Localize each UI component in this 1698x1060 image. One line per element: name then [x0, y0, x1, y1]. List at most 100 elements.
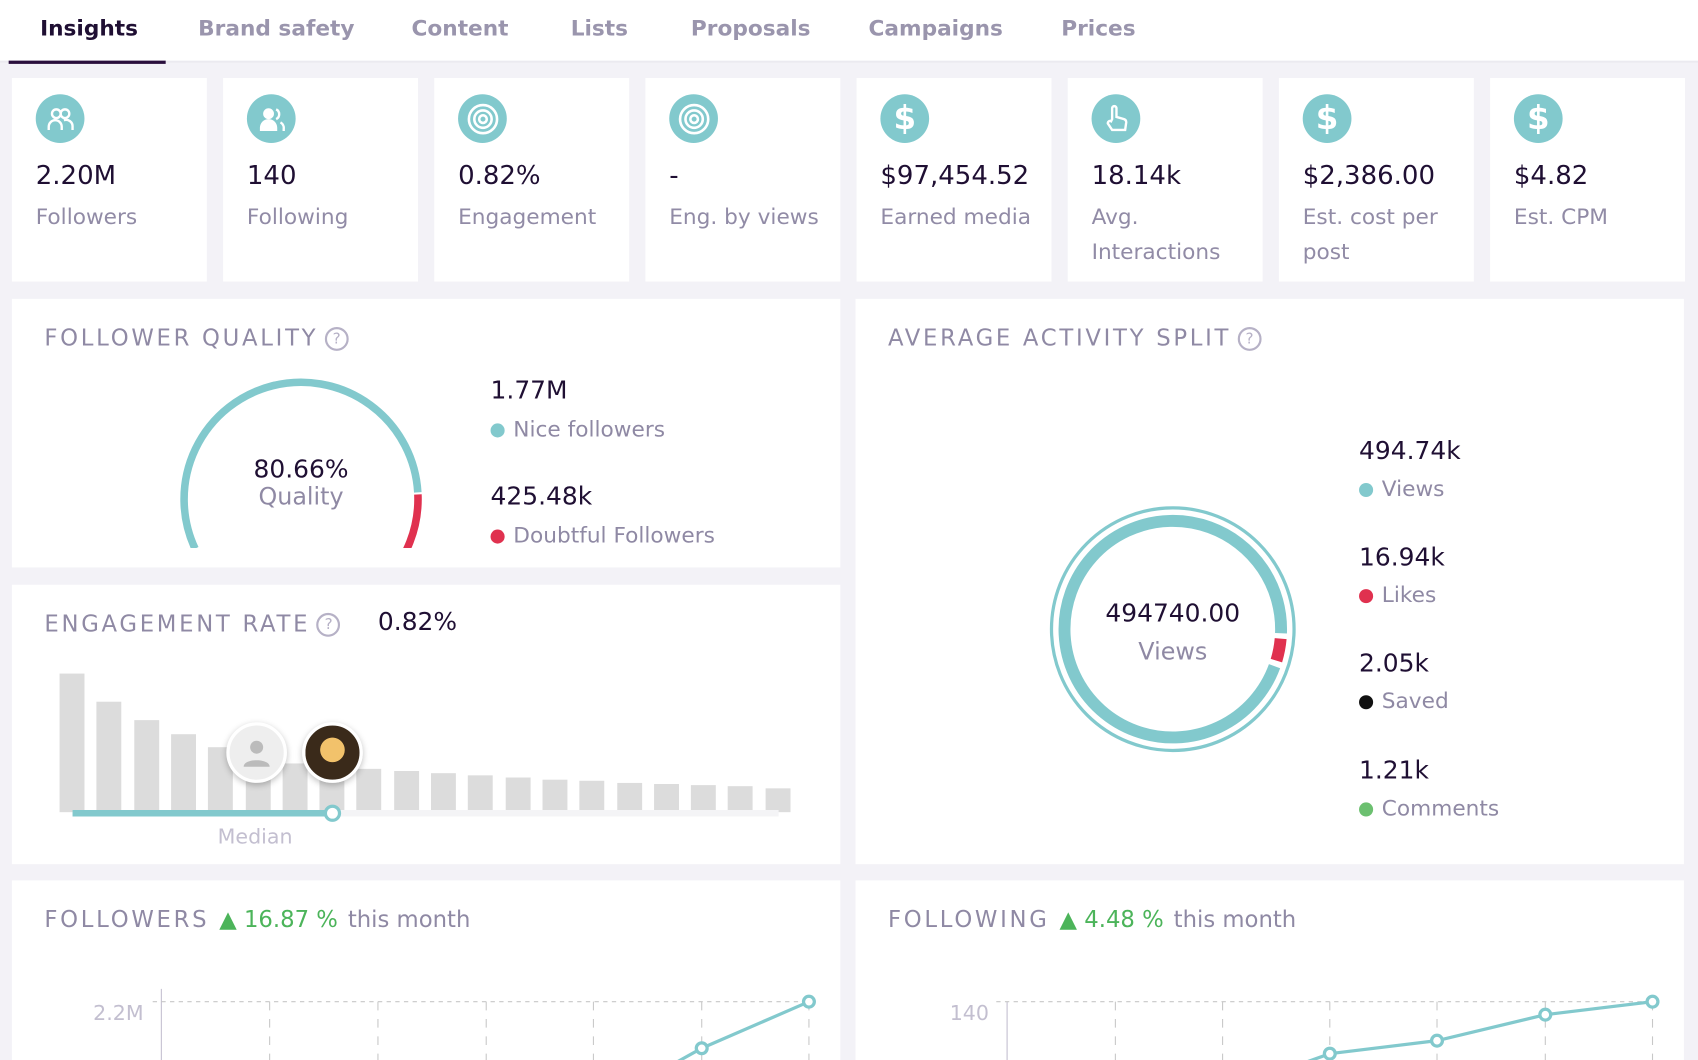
tab-insights[interactable]: Insights [40, 15, 139, 42]
distribution-bar [765, 788, 791, 813]
title-text: ENGAGEMENT RATE [44, 610, 311, 637]
distribution-bar [96, 701, 122, 813]
outer-ring [1049, 506, 1296, 753]
stat-label: Engagement [458, 203, 597, 230]
followers-growth-card: FOLLOWERS ▲ 16.87 % this month 2.2M [11, 880, 841, 1060]
activity-comments-value: 1.21k [1359, 756, 1429, 786]
stat-label: Avg. Interactions [1091, 203, 1221, 265]
engagement-rate-value: 0.82% [377, 608, 458, 637]
distribution-bar [282, 763, 308, 813]
doubtful-followers-value: 425.48k [490, 482, 593, 512]
data-point[interactable] [1429, 1033, 1445, 1048]
creator-avatar [302, 722, 363, 783]
growth-change: ▲ 16.87 % [219, 906, 338, 933]
stat-card: 18.14k Avg. Interactions [1067, 77, 1263, 282]
legend-label: Saved [1381, 687, 1449, 714]
activity-donut [1049, 506, 1296, 753]
legend-dot-icon [1359, 802, 1374, 817]
red-dot-icon [490, 529, 505, 544]
distribution-bar [356, 768, 382, 813]
stat-card: 0.82% Engagement [434, 77, 630, 282]
followers-line [677, 1000, 810, 1060]
data-point[interactable] [1322, 1046, 1337, 1060]
nice-followers-value: 1.77M [490, 376, 568, 406]
help-icon[interactable]: ? [316, 612, 341, 637]
tab-campaigns[interactable]: Campaigns [868, 15, 1003, 42]
data-point[interactable] [801, 994, 816, 1009]
y-tick-label: 2.2M [93, 1001, 144, 1026]
tab-lists[interactable]: Lists [570, 15, 629, 42]
median-label: Median [217, 825, 293, 849]
stat-value: $97,454.52 [880, 160, 1030, 191]
teal-dot-icon [490, 423, 505, 438]
change-value: 16.87 % [243, 906, 338, 933]
change-suffix: this month [347, 906, 471, 933]
dollar-icon: $ [1302, 94, 1352, 143]
title-text: AVERAGE ACTIVITY SPLIT [887, 324, 1232, 351]
stat-label: Est. cost per post [1302, 203, 1438, 265]
help-icon[interactable]: ? [324, 327, 349, 351]
distribution-bar [170, 734, 196, 813]
distribution-bar [393, 771, 419, 813]
distribution-bar [542, 779, 568, 813]
stat-value: - [669, 160, 679, 191]
legend-label: Comments [1381, 794, 1500, 821]
doubtful-followers-legend: Doubtful Followers [490, 522, 715, 548]
follower-quality-card: FOLLOWER QUALITY? 80.66% Quality 1.77M N… [11, 298, 841, 568]
tab-proposals[interactable]: Proposals [690, 15, 811, 42]
likes-arc [1058, 514, 1288, 744]
stat-card: $ $97,454.52 Earned media [856, 77, 1052, 282]
pointer-hand-icon [1091, 94, 1141, 143]
tab-content[interactable]: Content [411, 15, 509, 42]
distribution-bar [616, 782, 642, 813]
distribution-bar [468, 775, 494, 813]
stat-label: Following [246, 203, 349, 230]
median-track [72, 810, 779, 817]
gauge-nice-arc [180, 378, 422, 548]
stat-card: - Eng. by views [645, 77, 841, 282]
change-suffix: this month [1173, 906, 1297, 933]
median-handle[interactable] [323, 804, 342, 822]
distribution-bar [505, 777, 531, 813]
activity-center-value: 494740.00 [1105, 599, 1241, 629]
help-icon[interactable]: ? [1237, 327, 1262, 351]
stat-value: 0.82% [458, 160, 541, 191]
legend-dot-icon [1359, 482, 1374, 498]
engagement-rate-title: ENGAGEMENT RATE? [44, 610, 341, 637]
data-point[interactable] [1538, 1007, 1553, 1022]
title-text: FOLLOWING [887, 906, 1050, 933]
target-icon [458, 94, 507, 143]
tab-prices[interactable]: Prices [1061, 15, 1136, 42]
tab-brand-safety[interactable]: Brand safety [198, 15, 355, 42]
activity-center-label: Views [1138, 638, 1208, 666]
legend-dot-icon [1359, 695, 1374, 710]
stat-label: Est. CPM [1513, 203, 1609, 230]
median-fill [72, 810, 333, 817]
dollar-icon: $ [880, 94, 930, 143]
stat-value: $4.82 [1513, 160, 1589, 191]
gauge-doubtful-arc [403, 494, 422, 548]
stat-value: 2.20M [35, 160, 117, 191]
stat-value: $2,386.00 [1302, 160, 1436, 191]
activity-saved-value: 2.05k [1359, 649, 1429, 678]
nice-followers-legend: Nice followers [490, 415, 666, 442]
quality-percent: 80.66% [253, 455, 349, 485]
stat-card: 2.20M Followers [11, 77, 207, 282]
data-point[interactable] [694, 1041, 709, 1056]
active-tab-indicator [8, 60, 166, 64]
activity-likes-legend: Likes [1359, 582, 1436, 608]
title-text: FOLLOWERS [44, 906, 210, 933]
followers-line-chart [152, 988, 816, 1060]
data-point[interactable] [1645, 994, 1660, 1009]
following-line-chart [996, 994, 1660, 1060]
stat-value: 140 [246, 160, 297, 191]
activity-split-card: AVERAGE ACTIVITY SPLIT? 494740.00 Views … [855, 298, 1684, 865]
dollar-icon: $ [1513, 94, 1563, 143]
change-value: 4.48 % [1084, 906, 1164, 933]
stat-label: Followers [35, 203, 138, 230]
legend-label: Nice followers [513, 415, 666, 442]
distribution-bar [59, 673, 85, 813]
distribution-bar [133, 720, 159, 813]
follower-quality-title: FOLLOWER QUALITY? [44, 325, 349, 351]
